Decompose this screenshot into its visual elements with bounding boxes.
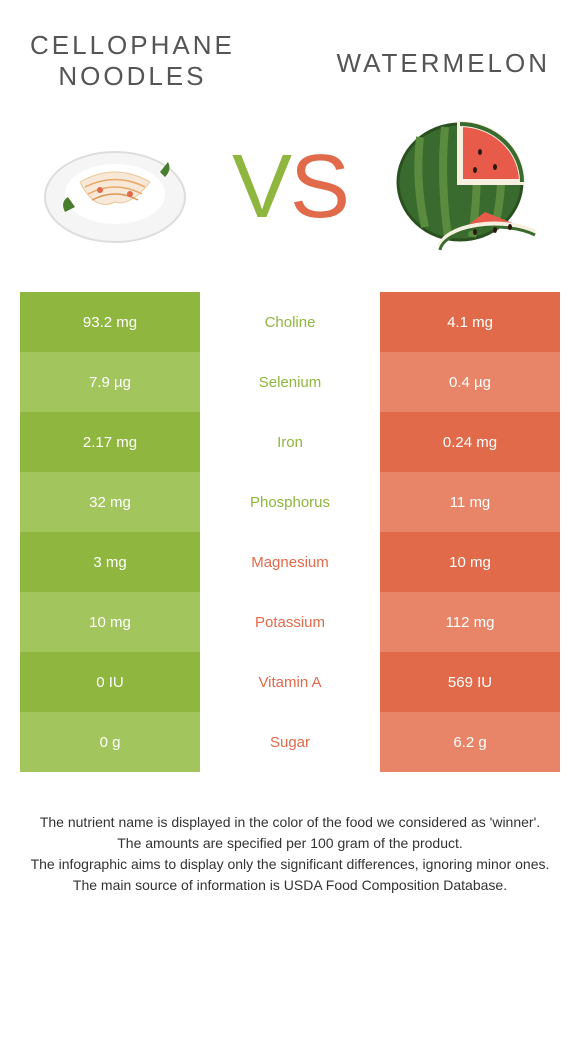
value-left: 3 mg bbox=[20, 532, 200, 592]
watermelon-image bbox=[380, 112, 550, 262]
nutrient-name: Sugar bbox=[200, 712, 380, 772]
nutrient-name: Vitamin A bbox=[200, 652, 380, 712]
table-row: 32 mgPhosphorus11 mg bbox=[20, 472, 560, 532]
table-row: 93.2 mgCholine4.1 mg bbox=[20, 292, 560, 352]
value-right: 4.1 mg bbox=[380, 292, 560, 352]
value-right: 11 mg bbox=[380, 472, 560, 532]
footer-line3: The infographic aims to display only the… bbox=[30, 854, 550, 875]
value-right: 0.24 mg bbox=[380, 412, 560, 472]
table-row: 0 gSugar6.2 g bbox=[20, 712, 560, 772]
value-left: 0 IU bbox=[20, 652, 200, 712]
noodles-icon bbox=[30, 112, 200, 262]
value-left: 32 mg bbox=[20, 472, 200, 532]
nutrient-name: Magnesium bbox=[200, 532, 380, 592]
nutrient-name: Selenium bbox=[200, 352, 380, 412]
value-right: 6.2 g bbox=[380, 712, 560, 772]
footer-line1: The nutrient name is displayed in the co… bbox=[30, 812, 550, 833]
title-left-line2: noodles bbox=[58, 61, 206, 91]
watermelon-icon bbox=[380, 112, 550, 262]
title-left: cellophane noodles bbox=[30, 30, 235, 92]
nutrient-name: Choline bbox=[200, 292, 380, 352]
footer-line4: The main source of information is USDA F… bbox=[30, 875, 550, 896]
noodles-image bbox=[30, 112, 200, 262]
value-right: 112 mg bbox=[380, 592, 560, 652]
value-left: 0 g bbox=[20, 712, 200, 772]
value-right: 0.4 µg bbox=[380, 352, 560, 412]
title-right: watermelon bbox=[337, 48, 550, 79]
table-row: 2.17 mgIron0.24 mg bbox=[20, 412, 560, 472]
vs-label: VS bbox=[232, 136, 348, 239]
footer-line2: The amounts are specified per 100 gram o… bbox=[30, 833, 550, 854]
images-row: VS bbox=[0, 102, 580, 282]
nutrient-name: Potassium bbox=[200, 592, 380, 652]
vs-s: S bbox=[290, 137, 348, 237]
table-row: 7.9 µgSelenium0.4 µg bbox=[20, 352, 560, 412]
nutrient-name: Phosphorus bbox=[200, 472, 380, 532]
title-left-line1: cellophane bbox=[30, 30, 235, 60]
table-row: 0 IUVitamin A569 IU bbox=[20, 652, 560, 712]
value-left: 93.2 mg bbox=[20, 292, 200, 352]
vs-v: V bbox=[232, 137, 290, 237]
nutrient-table: 93.2 mgCholine4.1 mg7.9 µgSelenium0.4 µg… bbox=[20, 292, 560, 772]
value-left: 10 mg bbox=[20, 592, 200, 652]
header: cellophane noodles watermelon bbox=[0, 0, 580, 102]
table-row: 3 mgMagnesium10 mg bbox=[20, 532, 560, 592]
value-left: 2.17 mg bbox=[20, 412, 200, 472]
value-left: 7.9 µg bbox=[20, 352, 200, 412]
value-right: 569 IU bbox=[380, 652, 560, 712]
value-right: 10 mg bbox=[380, 532, 560, 592]
footer: The nutrient name is displayed in the co… bbox=[0, 772, 580, 896]
table-row: 10 mgPotassium112 mg bbox=[20, 592, 560, 652]
nutrient-name: Iron bbox=[200, 412, 380, 472]
